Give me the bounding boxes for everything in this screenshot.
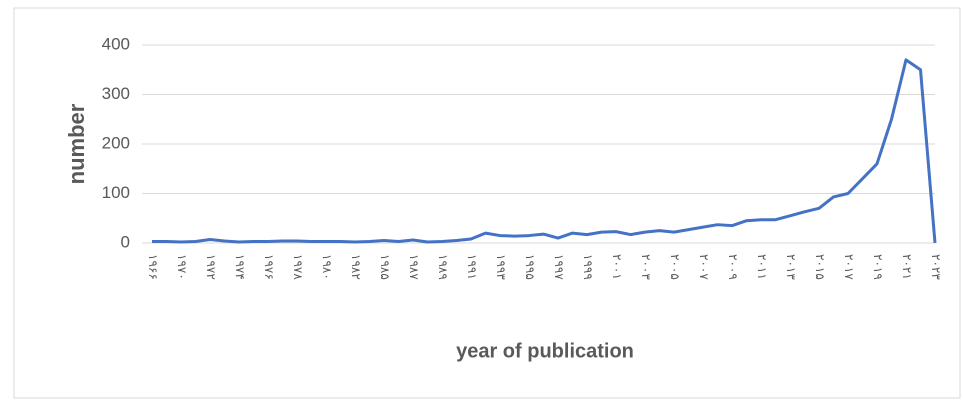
y-tick-label: 100	[102, 183, 130, 202]
x-axis-title: year of publication	[456, 340, 634, 362]
x-tick-label: ۲۰۱۱	[755, 254, 769, 280]
x-tick-label: ۲۰۱۵	[813, 254, 827, 280]
x-tick-label: ۲۰۰۷	[697, 254, 711, 280]
x-tick-label: ۱۹۹۳	[494, 254, 508, 280]
x-tick-label: ۲۰۱۷	[842, 254, 856, 280]
x-tick-label: ۱۹۹۷	[552, 254, 566, 280]
x-tick-label: ۱۹۸۲	[349, 254, 363, 280]
y-tick-label: 200	[102, 133, 130, 152]
x-tick-label: ۱۹۷۴	[233, 254, 247, 280]
chart-border	[13, 7, 961, 399]
x-tick-label: ۱۹۹۹	[581, 254, 595, 280]
x-tick-label: ۱۹۷۲	[204, 254, 218, 280]
x-tick-label: ۲۰۰۹	[726, 254, 740, 280]
y-axis-title: number	[64, 103, 89, 184]
x-tick-label: ۲۰۰۵	[668, 254, 682, 280]
y-tick-label: 300	[102, 84, 130, 103]
x-tick-label: ۲۰۱۹	[871, 254, 885, 280]
x-tick-label: ۱۹۸۰	[320, 254, 334, 280]
x-tick-label: ۲۰۱۳	[784, 254, 798, 280]
x-tick-label: ۱۹۷۶	[262, 254, 276, 280]
x-tick-label: ۱۹۸۹	[436, 254, 450, 280]
x-tick-label: ۱۹۸۷	[407, 254, 421, 280]
x-tick-label: ۱۹۹۵	[523, 254, 537, 280]
x-tick-label: ۲۰۲۳	[929, 254, 943, 280]
x-tick-label: ۱۹۶۶	[146, 254, 160, 280]
x-tick-label: ۱۹۷۰	[175, 254, 189, 280]
y-tick-label: 400	[102, 34, 130, 53]
x-tick-label: ۱۹۸۵	[378, 254, 392, 280]
y-tick-label: 0	[121, 232, 130, 251]
data-line	[152, 58, 937, 244]
x-tick-label: ۲۰۰۳	[639, 254, 653, 280]
x-tick-label: ۱۹۷۸	[291, 254, 305, 280]
x-tick-label: ۲۰۰۱	[610, 254, 624, 280]
x-tick-label: ۲۰۲۱	[900, 254, 914, 280]
x-tick-label: ۱۹۹۱	[465, 254, 479, 280]
